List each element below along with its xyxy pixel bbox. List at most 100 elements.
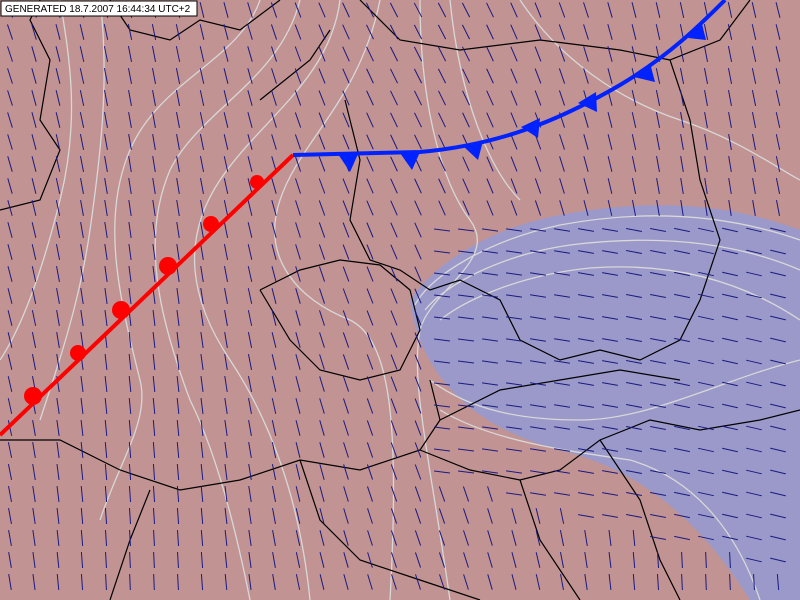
wind-arrow [626,338,642,342]
wind-arrow [223,134,229,150]
wind-arrow [770,447,786,453]
wind-arrow [318,288,326,304]
wind-arrow [366,266,374,282]
wind-arrow [390,68,398,84]
wind-arrow [343,486,349,502]
wind-arrow [510,24,518,40]
wind-arrow [56,310,60,326]
wind-arrow [104,419,108,437]
wind-arrow [458,272,474,276]
wind-arrow [746,249,762,255]
wind-arrow [414,552,422,568]
wind-arrow [727,46,733,62]
wind-arrow [727,24,733,40]
wind-arrow [248,420,252,436]
wind-arrow [152,90,156,106]
wind-arrow [775,200,781,216]
wind-arrow [176,310,180,326]
wind-arrow [390,310,398,326]
wind-arrow [104,353,108,371]
wind-arrow [80,288,84,304]
wind-arrow [462,486,470,502]
wind-arrow [176,529,180,547]
wind-arrow [558,2,566,18]
wind-arrow [534,90,542,106]
wind-arrow [390,200,398,216]
wind-arrow [506,360,522,364]
wind-arrow [655,90,661,106]
wind-arrow [390,134,398,150]
wind-arrow [704,112,708,128]
wind-arrow [413,46,423,62]
wind-arrow [318,244,326,260]
wind-arrow [391,552,397,568]
wind-arrow [224,464,228,480]
wind-arrow [511,552,517,568]
wind-arrow [390,266,398,282]
wind-arrow [104,375,108,393]
wind-arrow [272,574,276,590]
wind-arrow [746,337,762,343]
wind-arrow [486,178,494,194]
wind-arrow [199,46,205,62]
wind-arrow [487,552,493,568]
wind-arrow [482,316,498,320]
wind-arrow [558,68,566,84]
wind-arrow [487,574,493,590]
wind-arrow [674,315,690,321]
wind-arrow [152,419,156,437]
wind-arrow [56,266,60,282]
wind-arrow [8,552,12,568]
wind-arrow [655,24,661,40]
wind-arrow [680,112,684,128]
wind-arrow [632,551,636,569]
wind-arrow [8,574,12,590]
wind-arrow [342,68,350,84]
wind-arrow [728,134,732,150]
wind-arrow [433,338,451,342]
wind-arrow [295,376,301,392]
wind-arrow [271,68,277,84]
wind-arrow [391,574,397,590]
wind-arrow [366,222,374,238]
wind-arrow [632,573,636,591]
wind-arrow [295,310,301,326]
wind-arrow [770,227,786,233]
wind-arrow [223,178,229,194]
wind-arrow [433,316,451,320]
wind-arrow [631,112,637,128]
wind-arrow [433,272,451,276]
wind-arrow [674,271,690,277]
wind-arrow [200,178,204,194]
wind-arrow [294,24,302,40]
wind-arrow [248,442,252,458]
wind-arrow [746,315,762,321]
wind-arrow [104,222,108,238]
wind-arrow [223,68,229,84]
wind-arrow [128,244,132,260]
wind-arrow [698,513,714,519]
wind-arrow [534,68,542,84]
wind-arrow [554,470,570,474]
wind-arrow [752,134,756,150]
wind-arrow [176,485,180,503]
wind-arrow [487,530,493,546]
wind-arrow [365,2,375,18]
wind-arrow [414,464,422,480]
wind-arrow [31,200,37,216]
wind-arrow [655,2,661,18]
wind-arrow [271,90,277,106]
wind-arrow [414,90,422,106]
wind-arrow [631,156,637,172]
wind-arrow [152,222,156,238]
wind-arrow [414,398,422,414]
wind-arrow [294,46,302,62]
wind-arrow [650,337,666,343]
wind-arrow [80,332,84,348]
wind-arrow [530,228,546,232]
wind-arrow [294,2,302,18]
wind-arrow [343,552,349,568]
wind-arrow [152,309,156,327]
wind-arrow [152,463,156,481]
wind-arrow [698,447,714,453]
